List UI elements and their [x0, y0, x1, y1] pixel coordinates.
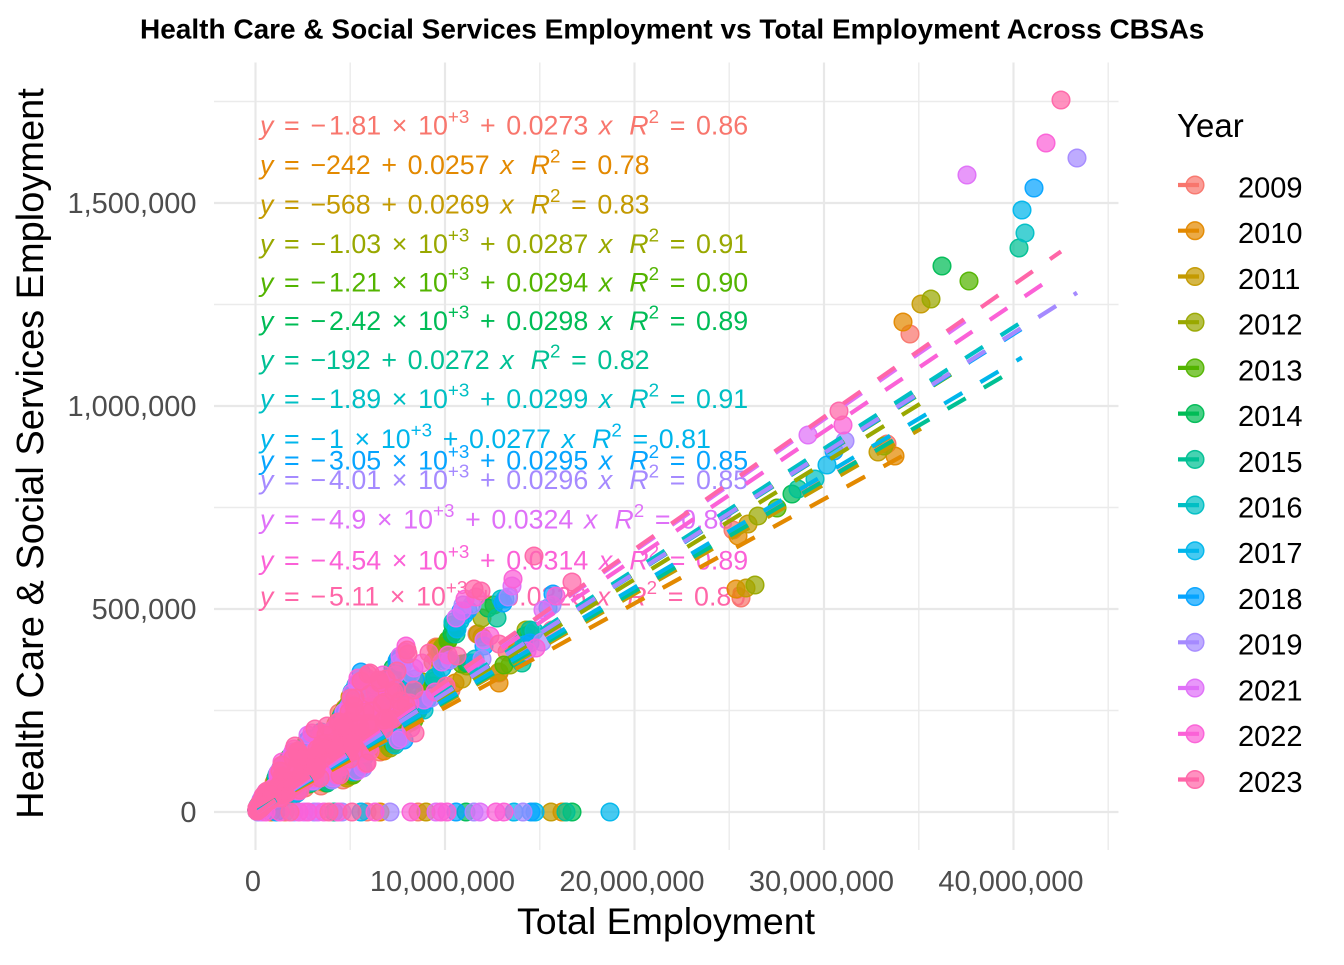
svg-text:2019: 2019	[1238, 630, 1303, 662]
svg-text:2015: 2015	[1238, 447, 1303, 479]
svg-text:y = −4.54 × 10+3 + 0.0314 xR2: y = −4.54 × 10+3 + 0.0314 x R2 = 0.89	[258, 541, 748, 576]
svg-text:Year: Year	[1177, 107, 1244, 144]
svg-text:2018: 2018	[1238, 584, 1303, 616]
svg-text:y = −3.05 × 10+3 + 0.0295 xR2: y = −3.05 × 10+3 + 0.0295 x R2 = 0.85	[258, 441, 748, 476]
svg-text:0: 0	[245, 866, 261, 898]
svg-text:0: 0	[180, 797, 196, 829]
svg-text:y = −4.9 × 10+3 + 0.0324 xR2 =: y = −4.9 × 10+3 + 0.0324 x R2 = 0.88	[258, 500, 733, 535]
svg-text:2012: 2012	[1238, 310, 1303, 342]
svg-text:2011: 2011	[1238, 264, 1300, 296]
svg-text:1,500,000: 1,500,000	[67, 188, 196, 220]
svg-text:y = −1.81 × 10+3 + 0.0273 xR2: y = −1.81 × 10+3 + 0.0273 x R2 = 0.86	[258, 106, 748, 141]
svg-text:y = −242 + 0.0257 xR2 = 0.78: y = −242 + 0.0257 x R2 = 0.78	[258, 146, 650, 181]
svg-text:Health Care & Social Services: Health Care & Social Services Employment	[10, 88, 52, 819]
svg-text:y = −1 × 10+3 + 0.0277 xR2 = 0: y = −1 × 10+3 + 0.0277 x R2 = 0.81	[258, 419, 711, 454]
svg-text:Total Employment: Total Employment	[517, 900, 816, 942]
svg-text:10,000,000: 10,000,000	[370, 866, 515, 898]
svg-text:2021: 2021	[1238, 675, 1303, 707]
svg-text:2016: 2016	[1238, 493, 1303, 525]
svg-text:2009: 2009	[1238, 172, 1303, 204]
svg-text:y = −1.89 × 10+3 + 0.0299 xR2: y = −1.89 × 10+3 + 0.0299 x R2 = 0.91	[258, 380, 748, 415]
svg-text:y = −192 + 0.0272 xR2 = 0.82: y = −192 + 0.0272 x R2 = 0.82	[258, 341, 650, 376]
svg-text:y = −4.01 × 10+3 + 0.0296 xR2: y = −4.01 × 10+3 + 0.0296 x R2 = 0.85	[258, 461, 748, 496]
svg-text:y = −2.42 × 10+3 + 0.0298 xR2: y = −2.42 × 10+3 + 0.0298 x R2 = 0.89	[258, 302, 748, 337]
svg-text:y = −568 + 0.0269 xR2 = 0.83: y = −568 + 0.0269 x R2 = 0.83	[258, 185, 650, 220]
svg-text:40,000,000: 40,000,000	[938, 866, 1083, 898]
svg-text:2023: 2023	[1238, 767, 1303, 799]
svg-text:20,000,000: 20,000,000	[559, 866, 704, 898]
svg-text:30,000,000: 30,000,000	[749, 866, 894, 898]
svg-text:2014: 2014	[1238, 401, 1303, 433]
svg-text:y = −1.21 × 10+3 + 0.0294 xR2: y = −1.21 × 10+3 + 0.0294 x R2 = 0.90	[258, 263, 748, 298]
svg-text:500,000: 500,000	[92, 594, 197, 626]
svg-text:2010: 2010	[1238, 218, 1303, 250]
svg-text:y = −1.03 × 10+3 + 0.0287 xR2: y = −1.03 × 10+3 + 0.0287 x R2 = 0.91	[258, 224, 748, 258]
svg-text:1,000,000: 1,000,000	[67, 391, 196, 423]
svg-text:2017: 2017	[1238, 538, 1303, 570]
svg-text:Health Care & Social Services: Health Care & Social Services Employment…	[140, 14, 1204, 45]
svg-text:2022: 2022	[1238, 721, 1303, 753]
svg-text:2013: 2013	[1238, 355, 1303, 387]
